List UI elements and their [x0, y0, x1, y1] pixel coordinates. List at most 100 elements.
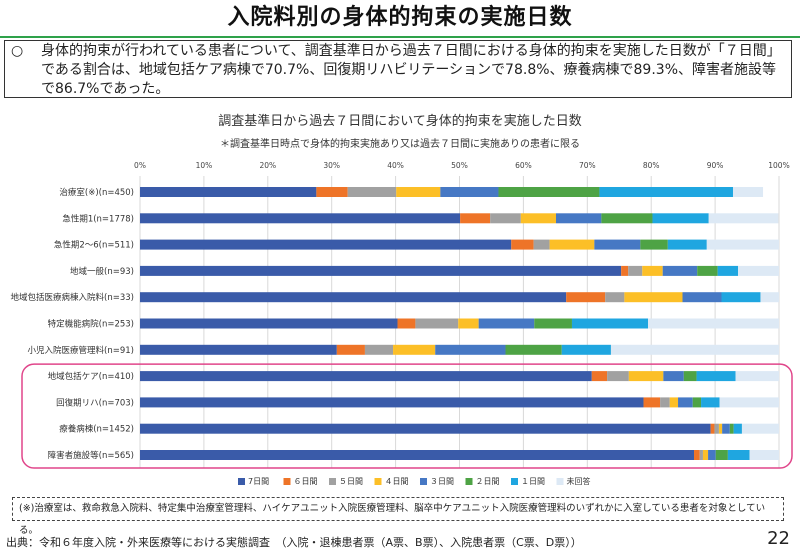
- bar-segment: [727, 450, 750, 460]
- bar-segment: [440, 187, 499, 197]
- bar-segment: [140, 292, 567, 303]
- bar-segment: [714, 423, 719, 434]
- bar-segment: [594, 239, 641, 250]
- legend-label: 未回答: [567, 476, 591, 486]
- category-label: 回復期リハ(n=703): [56, 397, 134, 408]
- x-tick-label: 60%: [515, 161, 532, 170]
- bar-segment: [738, 265, 779, 276]
- bar-segment: [715, 450, 728, 460]
- bar-segment: [692, 397, 702, 408]
- bar-segment: [498, 187, 600, 197]
- bar-segment: [140, 371, 592, 382]
- bar-segment: [699, 450, 703, 460]
- bar-segment: [732, 187, 764, 197]
- bar-segment: [520, 213, 556, 224]
- legend-label: １日間: [521, 477, 545, 486]
- legend-swatch: [283, 478, 291, 485]
- legend-swatch: [329, 478, 336, 485]
- bar-segment: [140, 344, 337, 355]
- bar-segment: [140, 423, 711, 434]
- bar-segment: [663, 371, 684, 382]
- bar-segment: [591, 371, 608, 382]
- category-label: 地域包括医療病棟入院料(n=33): [11, 292, 134, 303]
- bar-segment: [605, 292, 625, 303]
- bar-segment: [719, 397, 779, 408]
- bar-segment: [599, 187, 733, 197]
- highlight-frame: [21, 363, 793, 469]
- bar-segment: [601, 213, 653, 224]
- bar-segment: [642, 265, 663, 276]
- bar-segment: [702, 450, 709, 460]
- category-label: 障害者施設等(n=565): [48, 450, 134, 461]
- legend-swatch: [511, 478, 518, 485]
- footnote: (※)治療室は、救命救急入院料、特定集中治療室管理料、ハイケアユニット入院医療管…: [12, 497, 784, 536]
- bar-segment: [667, 239, 707, 250]
- bar-segment: [652, 213, 709, 224]
- page-number: 22: [767, 528, 790, 549]
- bar-segment: [640, 239, 668, 250]
- legend-label: 7日間: [248, 477, 269, 486]
- bar-segment: [140, 213, 461, 224]
- bar-segment: [697, 265, 718, 276]
- title-bar: 入院料別の身体的拘束の実施日数: [0, 0, 800, 38]
- bar-segment: [140, 450, 695, 460]
- chart-subtitle: ＊調査基準日時点で身体的拘束実施あり又は過去７日間に実施ありの患者に限る: [220, 139, 580, 150]
- bar-segment: [393, 344, 436, 355]
- bar-segment: [749, 450, 779, 460]
- bar-segment: [729, 423, 734, 434]
- x-tick-label: 80%: [643, 161, 660, 170]
- page-title: 入院料別の身体的拘束の実施日数: [227, 5, 573, 30]
- summary-bullet: ○: [11, 43, 24, 59]
- bar-segment: [533, 239, 550, 250]
- summary-text: 身体的拘束が行われている患者について、調査基準日から過去７日間における身体的拘束…: [41, 43, 781, 97]
- bar-segment: [364, 344, 394, 355]
- bar-segment: [643, 397, 661, 408]
- bar-segment: [708, 213, 779, 224]
- bar-segment: [683, 371, 697, 382]
- x-tick-label: 0%: [134, 161, 146, 170]
- bar-segment: [628, 371, 664, 382]
- bar-segment: [710, 423, 715, 434]
- bar-segment: [460, 213, 491, 224]
- bar-segment: [316, 187, 348, 197]
- bar-segment: [678, 397, 693, 408]
- bar-segment: [140, 187, 317, 197]
- bar-segment: [721, 292, 761, 303]
- bar-segment: [415, 318, 459, 329]
- legend-swatch: [238, 478, 245, 485]
- legend-swatch: [465, 478, 473, 485]
- legend-label: ４日間: [385, 477, 409, 486]
- x-tick-label: 100%: [768, 161, 789, 170]
- chart-title: 調査基準日から過去７日間において身体的拘束を実施した日数: [218, 114, 582, 129]
- bar-segment: [140, 265, 622, 276]
- bar-segment: [733, 423, 742, 434]
- x-tick-label: 40%: [387, 161, 404, 170]
- category-label: 療養病棟(n=1452): [59, 424, 134, 435]
- category-label: 小児入院医療管理料(n=91): [28, 345, 134, 356]
- bar-segment: [696, 371, 736, 382]
- bar-segment: [505, 344, 562, 355]
- bar-segment: [140, 397, 644, 408]
- bar-segment: [336, 344, 365, 355]
- bar-segment: [624, 292, 683, 303]
- x-tick-label: 90%: [707, 161, 724, 170]
- bar-segment: [682, 292, 722, 303]
- bar-segment: [478, 318, 535, 329]
- category-label: 急性期1(n=1778): [62, 213, 134, 224]
- bar-segment: [701, 397, 720, 408]
- bar-segment: [660, 397, 670, 408]
- x-tick-label: 50%: [451, 161, 468, 170]
- category-label: 急性期2～6(n=511): [54, 240, 134, 251]
- bar-segment: [717, 265, 739, 276]
- category-label: 地域包括ケア(n=410): [48, 371, 134, 382]
- legend-swatch: [374, 478, 382, 485]
- bar-segment: [735, 371, 779, 382]
- bar-segment: [396, 187, 441, 197]
- category-label: 特定機能病院(n=253): [48, 319, 134, 330]
- x-tick-label: 70%: [579, 161, 596, 170]
- legend-label: ５日間: [339, 477, 363, 486]
- bar-segment: [140, 318, 398, 329]
- x-tick-label: 10%: [196, 161, 213, 170]
- bar-segment: [648, 318, 779, 329]
- bar-segment: [511, 239, 534, 250]
